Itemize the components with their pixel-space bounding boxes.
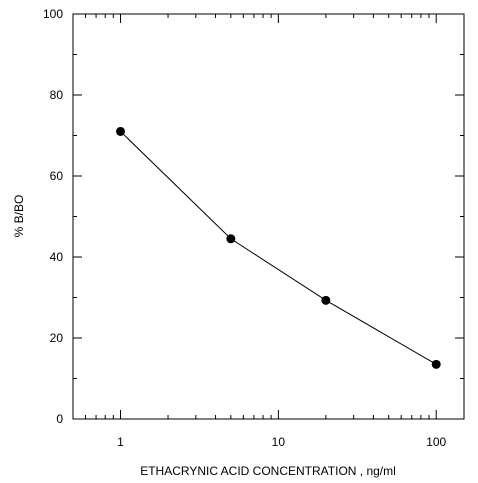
x-axis-label: ETHACRYNIC ACID CONCENTRATION , ng/ml [140, 464, 396, 478]
x-tick-label: 1 [117, 435, 124, 449]
data-point [226, 234, 236, 244]
y-tick-label: 100 [43, 7, 63, 21]
y-tick-label: 60 [50, 169, 64, 183]
y-tick-label: 40 [50, 250, 64, 264]
y-tick-label: 80 [50, 88, 64, 102]
series-line [120, 131, 437, 365]
y-axis-label: % B/BO [12, 195, 26, 238]
y-tick-label: 0 [56, 412, 63, 426]
y-tick-label: 20 [50, 331, 64, 345]
x-tick-label: 10 [272, 435, 286, 449]
x-axis: 1 10 100 [84, 14, 447, 449]
x-tick-label: 100 [426, 435, 446, 449]
series-group [116, 126, 441, 369]
data-point [116, 126, 126, 136]
data-point [321, 295, 331, 305]
plot-frame [72, 13, 465, 420]
data-point [431, 359, 441, 369]
y-axis: 0 20 40 60 80 100 [43, 7, 464, 426]
